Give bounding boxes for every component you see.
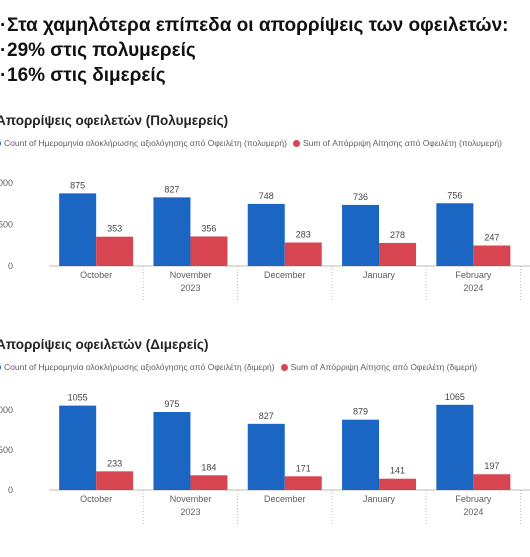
- rejection-bar: [284, 476, 322, 490]
- x-year-label: 2024: [463, 283, 483, 293]
- x-tick-label: January: [363, 270, 396, 280]
- rejection-bar: [284, 242, 322, 266]
- count-bar: [436, 203, 474, 266]
- count-bar: [59, 193, 97, 266]
- bar-chart-polymerous: 1000 500 0 875 353 October 827 356 November 2023 7…: [0, 178, 530, 301]
- rejection-bar: [190, 475, 228, 490]
- data-label: 356: [201, 223, 216, 233]
- rejection-bar: [379, 242, 417, 266]
- x-tick-label: November: [170, 270, 212, 280]
- data-label: 975: [164, 399, 179, 409]
- data-label: 1065: [445, 392, 465, 402]
- chart-legend: Count of Ημερομηνία ολοκλήρωσης αξιολόγη…: [0, 138, 508, 148]
- x-year-label: 2023: [180, 283, 200, 293]
- legend-item-reject[interactable]: Sum of Απόρριψη Αίτησης από Οφειλέτη (δι…: [280, 362, 477, 372]
- count-bar: [247, 203, 285, 266]
- rejection-bar: [190, 236, 228, 266]
- x-tick-label: February: [455, 270, 492, 280]
- x-tick-label: February: [455, 494, 492, 504]
- x-tick-label: January: [363, 494, 396, 504]
- data-label: 756: [447, 190, 462, 200]
- data-label: 283: [296, 230, 311, 240]
- chart-title: Απορρίψεις οφειλετών (Πολυμερείς): [0, 113, 229, 128]
- count-bar: [342, 419, 380, 490]
- x-tick-label: December: [264, 494, 306, 504]
- count-bar: [153, 197, 191, 266]
- chart-legend: Count of Ημερομηνία ολοκλήρωσης αξιολόγη…: [0, 362, 483, 372]
- headline-line-2: ·29% στις πολυμερείς: [0, 40, 196, 61]
- headline: ·Στα χαμηλότερα επίπεδα οι απορρίψεις τω…: [0, 13, 530, 88]
- x-tick-label: October: [80, 270, 112, 280]
- legend-swatch: [0, 140, 1, 147]
- rejection-bar: [473, 474, 511, 490]
- rejection-bar: [473, 245, 511, 266]
- headline-line-3: ·16% στις διμερείς: [0, 65, 166, 86]
- rejection-bar: [96, 236, 134, 266]
- x-tick-label: November: [170, 494, 212, 504]
- rejection-bar: [379, 478, 417, 490]
- data-label: 879: [353, 407, 368, 417]
- x-year-label: 2023: [180, 507, 200, 517]
- data-label: 141: [390, 466, 405, 476]
- data-label: 875: [70, 180, 85, 190]
- y-tick-label: 1000: [0, 405, 13, 415]
- legend-swatch: [292, 140, 300, 147]
- legend-item-count[interactable]: Count of Ημερομηνία ολοκλήρωσης αξιολόγη…: [0, 138, 287, 148]
- data-label: 748: [259, 191, 274, 201]
- chart-title: Απορρίψεις οφειλετών (Διμερείς): [0, 337, 209, 352]
- legend-item-reject[interactable]: Sum of Απόρριψη Αίτησης από Οφειλέτη (πο…: [292, 138, 502, 148]
- data-label: 171: [296, 463, 311, 473]
- y-tick-label: 0: [8, 261, 13, 271]
- legend-swatch: [0, 364, 1, 371]
- data-label: 247: [484, 232, 499, 242]
- x-tick-label: December: [264, 270, 306, 280]
- legend-item-count[interactable]: Count of Ημερομηνία ολοκλήρωσης αξιολόγη…: [0, 362, 275, 372]
- data-label: 1055: [68, 393, 88, 403]
- data-label: 827: [259, 411, 274, 421]
- rejection-bar: [96, 471, 134, 490]
- y-tick-label: 500: [0, 220, 13, 230]
- count-bar: [59, 405, 97, 490]
- data-label: 233: [107, 458, 122, 468]
- y-tick-label: 1000: [0, 178, 13, 188]
- count-bar: [153, 412, 191, 490]
- count-bar: [342, 204, 380, 266]
- x-tick-label: October: [80, 494, 112, 504]
- count-bar: [247, 423, 285, 490]
- count-bar: [436, 404, 474, 490]
- data-label: 827: [164, 184, 179, 194]
- headline-line-1: ·Στα χαμηλότερα επίπεδα οι απορρίψεις τω…: [0, 15, 509, 36]
- y-tick-label: 500: [0, 445, 13, 455]
- data-label: 278: [390, 230, 405, 240]
- data-label: 197: [484, 461, 499, 471]
- y-tick-label: 0: [8, 485, 13, 495]
- data-label: 353: [107, 224, 122, 234]
- bar-chart-bilateral: 1000 500 0 1055 233 October 975 184 November 2023…: [0, 392, 530, 525]
- x-year-label: 2024: [463, 507, 483, 517]
- legend-swatch: [280, 364, 288, 371]
- data-label: 736: [353, 192, 368, 202]
- data-label: 184: [201, 462, 216, 472]
